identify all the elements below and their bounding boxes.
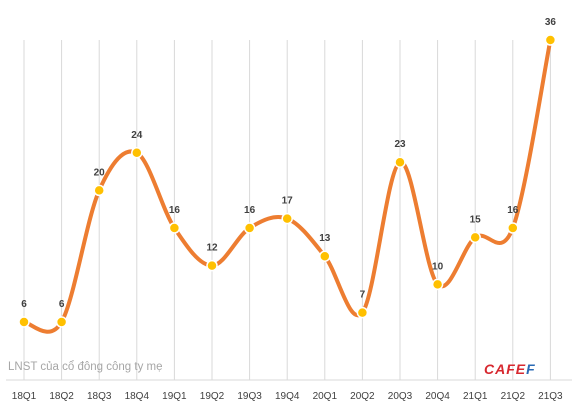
data-label: 16 [507,205,519,216]
data-point [544,34,557,46]
x-tick-labels: 18Q1 18Q2 18Q3 18Q4 19Q1 19Q2 19Q3 19Q4 20Q1 20Q2… [12,391,563,402]
x-tick-label: 18Q2 [49,391,74,402]
x-tick-label: 18Q3 [87,391,112,402]
data-label: 17 [282,196,294,207]
data-labels: 6 6 20 24 16 12 16 17 13 7 23 10 15 16 36 [21,17,556,310]
data-label: 36 [545,17,557,28]
data-label: 6 [21,299,27,310]
x-tick-label: 19Q4 [275,391,300,402]
data-label: 6 [59,299,65,310]
data-label: 10 [432,261,444,272]
cafef-logo: CAFEF [484,361,536,377]
x-tick-label: 21Q2 [501,391,526,402]
x-tick-label: 21Q1 [463,391,488,402]
data-label: 16 [244,205,256,216]
data-point [206,259,218,272]
data-label: 12 [206,243,218,254]
grid-lines [23,40,551,380]
markers [18,34,557,328]
x-tick-label: 20Q4 [425,391,450,402]
data-label: 23 [394,139,406,150]
logo-part-1: CAFE [484,361,527,377]
data-point [131,147,143,159]
chart-note: LNST của cổ đông công ty mẹ [8,361,163,373]
data-point [469,231,481,244]
x-tick-label: 21Q3 [538,391,563,402]
data-point [507,222,519,234]
x-tick-label: 20Q3 [388,391,413,402]
data-point [394,156,406,168]
data-point [431,278,444,291]
data-point [168,222,181,234]
data-point [281,212,293,225]
x-tick-label: 19Q2 [200,391,225,402]
x-tick-label: 20Q2 [350,391,375,402]
data-label: 16 [169,205,181,216]
data-point [18,316,30,328]
data-point [243,222,256,234]
logo-part-2: F [526,361,536,377]
data-point [356,306,369,319]
data-point [319,250,331,262]
data-label: 20 [94,167,106,178]
x-tick-label: 18Q1 [12,391,37,402]
data-label: 13 [319,233,331,244]
data-point [93,184,105,197]
data-label: 15 [470,214,482,225]
x-tick-label: 18Q4 [125,391,150,402]
data-label: 7 [360,290,366,301]
x-tick-label: 19Q1 [162,391,187,402]
x-tick-label: 19Q3 [237,391,262,402]
data-label: 24 [131,130,143,141]
data-point [55,316,68,328]
x-tick-label: 20Q1 [313,391,338,402]
